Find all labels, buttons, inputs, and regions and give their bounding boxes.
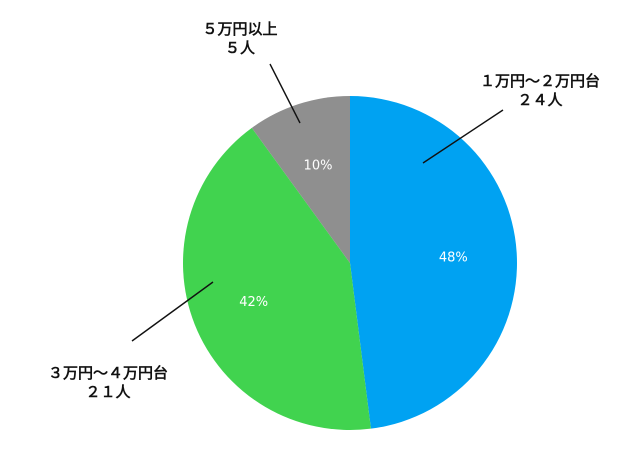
- callout-line: [422, 109, 504, 164]
- callout-line: [269, 63, 301, 124]
- slice-percent-label: 10%: [304, 159, 333, 174]
- pie-slice: [350, 96, 518, 429]
- callout-label-line2: ２１人: [85, 383, 131, 401]
- callout-label-line2: ２４人: [517, 91, 563, 109]
- slices-layer: [182, 96, 518, 431]
- callout-label-line1: ３万円〜４万円台: [48, 364, 168, 382]
- callout-label-line2: ５人: [225, 39, 256, 57]
- slice-percent-label: 48%: [439, 250, 468, 265]
- callout-line: [131, 281, 214, 342]
- slice-percent-label: 42%: [239, 295, 268, 310]
- percent-labels-layer: 48% 42% 10%: [239, 159, 468, 311]
- callout-label-line1: １万円〜２万円台: [480, 72, 600, 90]
- pie-slice: [182, 127, 371, 431]
- callout-label-line1: ５万円以上: [202, 20, 277, 38]
- pie-slice: [251, 96, 350, 263]
